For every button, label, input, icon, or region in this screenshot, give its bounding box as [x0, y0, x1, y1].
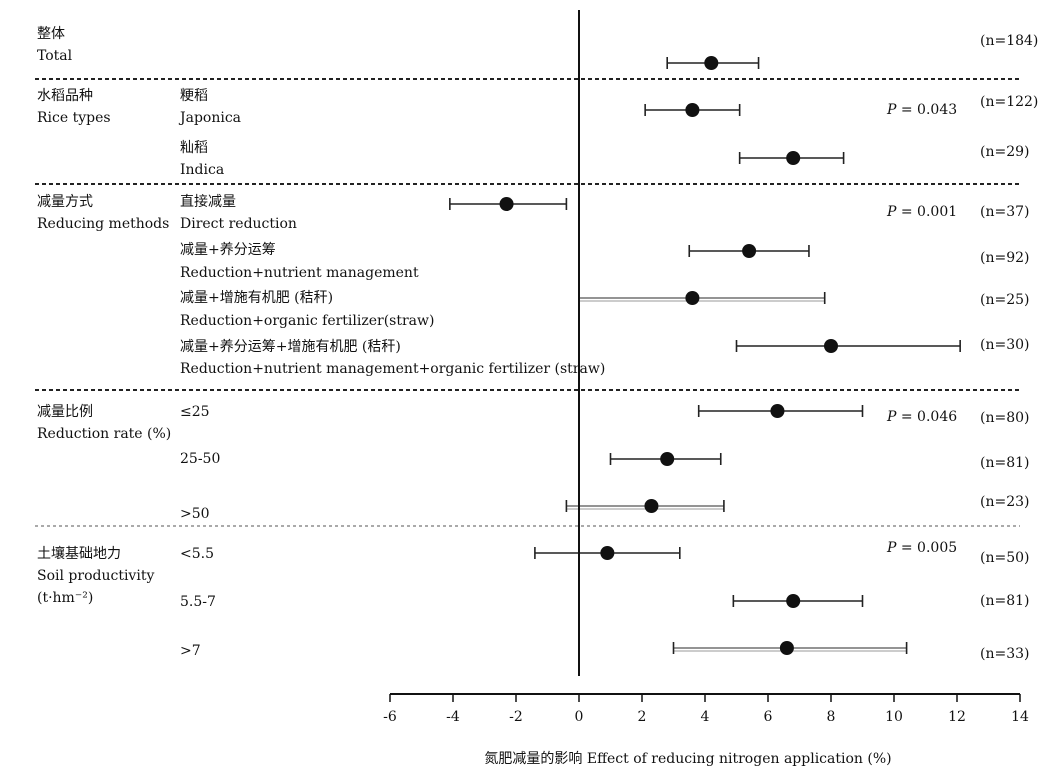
p-value-number: = 0.043: [896, 102, 957, 118]
sample-size: (n=80): [980, 410, 1030, 426]
x-tick-label: -6: [383, 709, 397, 725]
p-value-number: = 0.001: [896, 204, 957, 220]
row-labels: 整体 Total 水稻品种 Rice types 粳稻 Japonica 籼稻 Indica 减…: [37, 26, 605, 659]
sample-size: (n=23): [980, 494, 1030, 510]
mean-point: [824, 339, 838, 353]
x-tick-label: 0: [575, 709, 584, 725]
sample-size: (n=50): [980, 550, 1030, 566]
mean-point: [742, 244, 757, 258]
row-label-zh: 粳稻: [180, 88, 208, 104]
mean-point: [786, 151, 801, 165]
group-name-en: Total: [37, 48, 73, 64]
row-label-zh: 25-50: [180, 451, 220, 467]
row-label-zh: 减量+增施有机肥 (秸秆): [180, 290, 333, 306]
row-label-en: Japonica: [178, 110, 241, 126]
x-tick-label: 4: [701, 709, 710, 725]
p-value-number: = 0.005: [896, 540, 957, 556]
p-label: P: [886, 102, 897, 118]
sample-size: (n=184): [980, 33, 1038, 49]
row-label-zh: 减量+养分运筹: [180, 241, 276, 258]
p-value-number: = 0.046: [896, 409, 957, 425]
sample-size: (n=37): [980, 204, 1030, 220]
sample-size: (n=30): [980, 337, 1030, 353]
x-tick-label: 6: [764, 709, 773, 725]
group-name-zh: 减量比例: [37, 404, 93, 420]
sample-size: (n=25): [980, 292, 1030, 308]
x-axis-label: 氮肥减量的影响 Effect of reducing nitrogen appl…: [484, 751, 891, 767]
group-name-zh: 水稻品种: [37, 88, 93, 104]
x-tick-label: 14: [1011, 709, 1029, 725]
x-tick-label: -2: [509, 709, 523, 725]
x-tick-label: 8: [827, 709, 836, 725]
sample-size: (n=122): [980, 94, 1038, 110]
x-tick-label: 12: [948, 709, 966, 725]
row-label-en: Reduction+organic fertilizer(straw): [180, 313, 434, 329]
mean-point: [704, 56, 719, 70]
p-label: P: [886, 540, 897, 556]
mean-point: [660, 452, 675, 466]
p-value: P = 0.046: [886, 409, 957, 425]
group-name-en: Rice types: [37, 110, 111, 126]
row-label-en: Reduction+nutrient management+organic fe…: [180, 361, 605, 377]
mean-point: [685, 103, 700, 117]
row-label-en: Indica: [180, 162, 224, 178]
group-name-unit: (t·hm⁻²): [37, 590, 93, 606]
mean-point: [770, 404, 785, 418]
group-name-en: Soil productivity: [37, 568, 154, 584]
group-name-zh: 整体: [37, 26, 65, 42]
mean-point: [499, 197, 514, 211]
row-label-zh: >7: [180, 643, 201, 659]
x-tick-label: -4: [446, 709, 460, 725]
sample-size: (n=33): [980, 646, 1030, 662]
row-label-zh: >50: [180, 506, 210, 522]
sample-size: (n=81): [980, 455, 1030, 471]
row-label-en: Reduction+nutrient management: [180, 265, 419, 281]
p-value: P = 0.005: [886, 540, 957, 556]
row-label-en: Direct reduction: [180, 216, 297, 232]
p-value: P = 0.001: [886, 204, 957, 220]
group-name-zh: 减量方式: [37, 194, 93, 210]
p-value: P = 0.043: [886, 102, 957, 118]
sample-sizes: (n=184) (n=122) (n=29) (n=37) (n=92) (n=25) (n…: [980, 33, 1038, 662]
row-label-zh: <5.5: [180, 546, 214, 562]
row-label-zh: ≤25: [180, 404, 210, 420]
x-tick-label: 2: [638, 709, 647, 725]
row-label-zh: 减量+养分运筹+增施有机肥 (秸秆): [180, 338, 401, 355]
x-tick-label: 10: [885, 709, 903, 725]
row-label-zh: 籼稻: [180, 140, 208, 156]
mean-point: [600, 546, 615, 560]
p-label: P: [886, 409, 897, 425]
mean-point: [779, 641, 794, 655]
x-axis: -6 -4 -2 0 2 4 6 8 10 12 14: [383, 10, 1029, 725]
p-label: P: [886, 204, 897, 220]
row-label-zh: 5.5-7: [180, 594, 216, 610]
mean-point: [644, 499, 659, 513]
row-label-zh: 直接减量: [180, 193, 236, 210]
group-name-en: Reducing methods: [37, 216, 169, 232]
mean-point: [786, 594, 801, 608]
group-name-zh: 土壤基础地力: [37, 545, 121, 562]
group-name-en: Reduction rate (%): [37, 426, 171, 442]
mean-point: [685, 291, 700, 305]
sample-size: (n=29): [980, 144, 1030, 160]
sample-size: (n=92): [980, 250, 1030, 266]
group-dividers: [35, 78, 1020, 527]
effect-marks: [449, 56, 961, 655]
sample-size: (n=81): [980, 593, 1030, 609]
